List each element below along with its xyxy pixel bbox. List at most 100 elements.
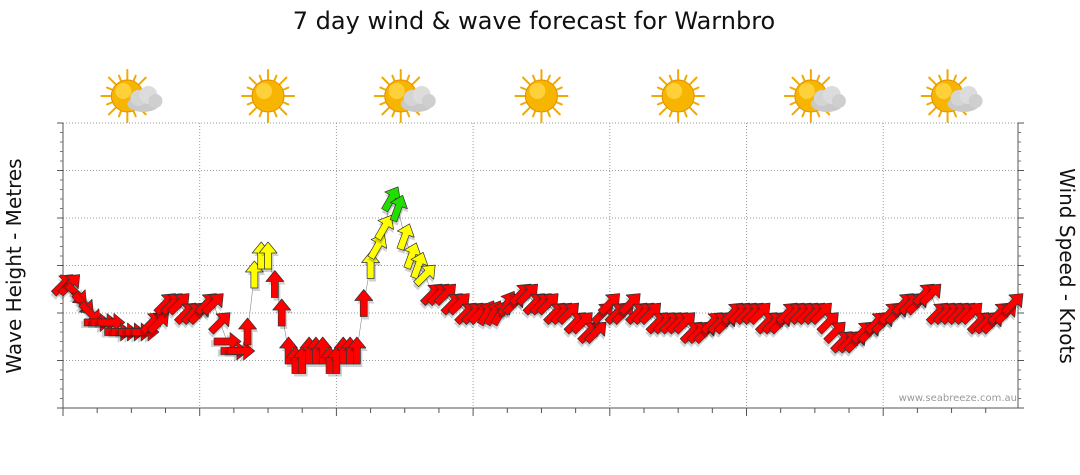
sun-ray (552, 107, 561, 116)
wind-arrow (272, 298, 293, 329)
sun-ray (668, 110, 673, 118)
sun-ray (406, 110, 411, 118)
wind-arrow (374, 215, 394, 245)
sun-ray (273, 110, 278, 118)
wind-arrow (347, 336, 368, 367)
cloud-part (968, 94, 983, 108)
wind-arrow (410, 251, 429, 283)
sun-ray (689, 107, 698, 116)
arrow-body (374, 215, 394, 241)
cloud-part (421, 94, 436, 108)
cloud-shape (127, 86, 163, 112)
sun-ray (273, 74, 278, 82)
sun-ray (106, 101, 113, 106)
sun-ray (279, 76, 288, 85)
arrow-body (584, 321, 607, 345)
sun-ray (282, 101, 290, 106)
arrow-body (413, 264, 436, 288)
wind-arrow (200, 293, 224, 319)
sun-ray (522, 107, 531, 116)
sun-highlight (256, 83, 273, 99)
sun-ray (138, 76, 147, 85)
wind-arrow (258, 241, 280, 272)
sun-ray (926, 101, 933, 106)
wind-arrow (361, 251, 382, 282)
sun-ray (692, 86, 700, 91)
sun-ray (532, 74, 536, 82)
arrow-body (347, 336, 367, 365)
sun-ray (107, 107, 117, 116)
sun-ray (791, 107, 800, 116)
sun-ray (801, 110, 806, 118)
chart-title: 7 day wind & wave forecast for Warnbro (293, 7, 775, 35)
right-axis-label: Wind Speed - Knots (1055, 168, 1079, 364)
arrow-body (238, 317, 257, 346)
sun-ray (816, 110, 821, 118)
sun-ray (953, 74, 957, 82)
arrow-body (410, 251, 429, 280)
sun-ray (107, 76, 117, 85)
sun-ray (411, 76, 421, 85)
arrow-body (361, 251, 380, 279)
sun-ray (689, 76, 698, 85)
weather-row (100, 69, 983, 123)
sun-ray (958, 76, 967, 85)
sun-icon (241, 69, 296, 123)
arrow-body (201, 293, 224, 316)
arrow-body (265, 270, 285, 298)
sun-ray (248, 107, 258, 116)
sun-ray (656, 86, 664, 91)
sun-ray (801, 74, 806, 82)
arrow-body (258, 241, 278, 270)
arrow-body (389, 194, 408, 223)
sun-ray (406, 74, 411, 82)
arrow-body (354, 289, 374, 317)
wind-arrow (146, 312, 169, 338)
sun-highlight (115, 83, 132, 99)
sun-ray (928, 107, 937, 116)
sun-ray (546, 110, 551, 118)
arrow-body (919, 283, 942, 307)
sun-ray (117, 110, 122, 118)
plot-area (62, 122, 1019, 409)
sun-ray (132, 110, 137, 118)
sun-icon (651, 69, 706, 123)
sun-ray (789, 101, 797, 106)
sun-highlight (798, 83, 815, 99)
sun-highlight (666, 83, 683, 99)
wind-arrow (354, 289, 375, 320)
sun-ray (683, 74, 688, 82)
sun-ray (692, 101, 700, 106)
sun-cloud-icon (783, 69, 846, 123)
wind-arrow (583, 321, 607, 348)
right-axis (1018, 122, 1024, 409)
wind-arrow (412, 264, 436, 291)
sun-ray (246, 86, 254, 91)
sun-ray (246, 101, 254, 106)
sun-ray (683, 110, 688, 118)
sun-ray (522, 76, 531, 85)
sun-ray (656, 101, 664, 106)
arrow-body (146, 312, 169, 335)
sun-highlight (935, 83, 952, 99)
sun-ray (926, 86, 933, 91)
sun-ray (928, 76, 937, 85)
arrow-body (208, 312, 231, 335)
sun-ray (282, 86, 290, 91)
sun-ray (938, 110, 943, 118)
credit-text: www.seabreeze.com.au (899, 393, 1017, 404)
sun-ray (668, 74, 673, 82)
sun-ray (658, 76, 668, 85)
sun-ray (552, 76, 561, 85)
sun-ray (556, 101, 563, 106)
sun-ray (117, 74, 122, 82)
x-axis (62, 408, 987, 416)
sun-ray (546, 74, 551, 82)
arrow-body (272, 298, 292, 327)
wind-arrow (396, 223, 416, 254)
sun-cloud-icon (920, 69, 983, 123)
sun-ray (791, 76, 800, 85)
wind-arrows (50, 186, 1024, 377)
sun-ray (279, 107, 288, 116)
